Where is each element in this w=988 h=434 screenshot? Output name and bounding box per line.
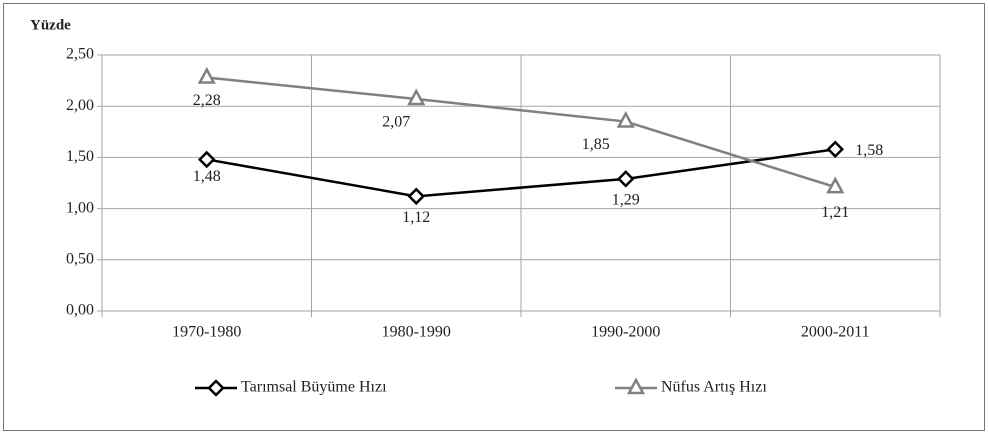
marker	[407, 88, 426, 106]
data-label: 1,12	[402, 209, 430, 226]
x-tick-label: 1990-2000	[591, 324, 660, 341]
x-tick-label: 1980-1990	[382, 324, 451, 341]
data-label: 1,29	[612, 192, 640, 209]
marker	[197, 150, 216, 169]
marker	[207, 379, 225, 397]
marker	[826, 140, 845, 158]
data-label: 1,85	[582, 136, 610, 153]
y-axis-title: Yüzde	[30, 17, 71, 33]
data-label: 2,28	[193, 92, 221, 109]
marker	[826, 176, 845, 194]
y-tick-label: 2,00	[66, 97, 94, 114]
marker	[197, 66, 216, 84]
y-tick-label: 0,00	[66, 302, 94, 319]
series-line	[206, 76, 836, 189]
y-tick-label: 1,00	[66, 199, 94, 216]
y-tick-label: 1,50	[66, 148, 94, 165]
marker	[616, 110, 635, 128]
data-label: 1,58	[855, 142, 883, 159]
marker	[407, 187, 426, 206]
data-label: 2,07	[382, 114, 410, 131]
legend-label: Nüfus Artış Hızı	[661, 379, 767, 396]
marker	[616, 170, 635, 188]
series-line	[206, 147, 836, 198]
y-tick-label: 2,50	[66, 46, 94, 63]
marker	[626, 377, 646, 395]
y-tick-label: 0,50	[66, 250, 94, 267]
chart-frame	[3, 3, 985, 431]
legend-label: Tarımsal Büyüme Hızı	[241, 379, 387, 396]
data-label: 1,48	[193, 168, 221, 185]
data-label: 1,21	[821, 204, 849, 221]
x-tick-label: 1970-1980	[172, 324, 241, 341]
x-tick-label: 2000-2011	[801, 324, 870, 341]
